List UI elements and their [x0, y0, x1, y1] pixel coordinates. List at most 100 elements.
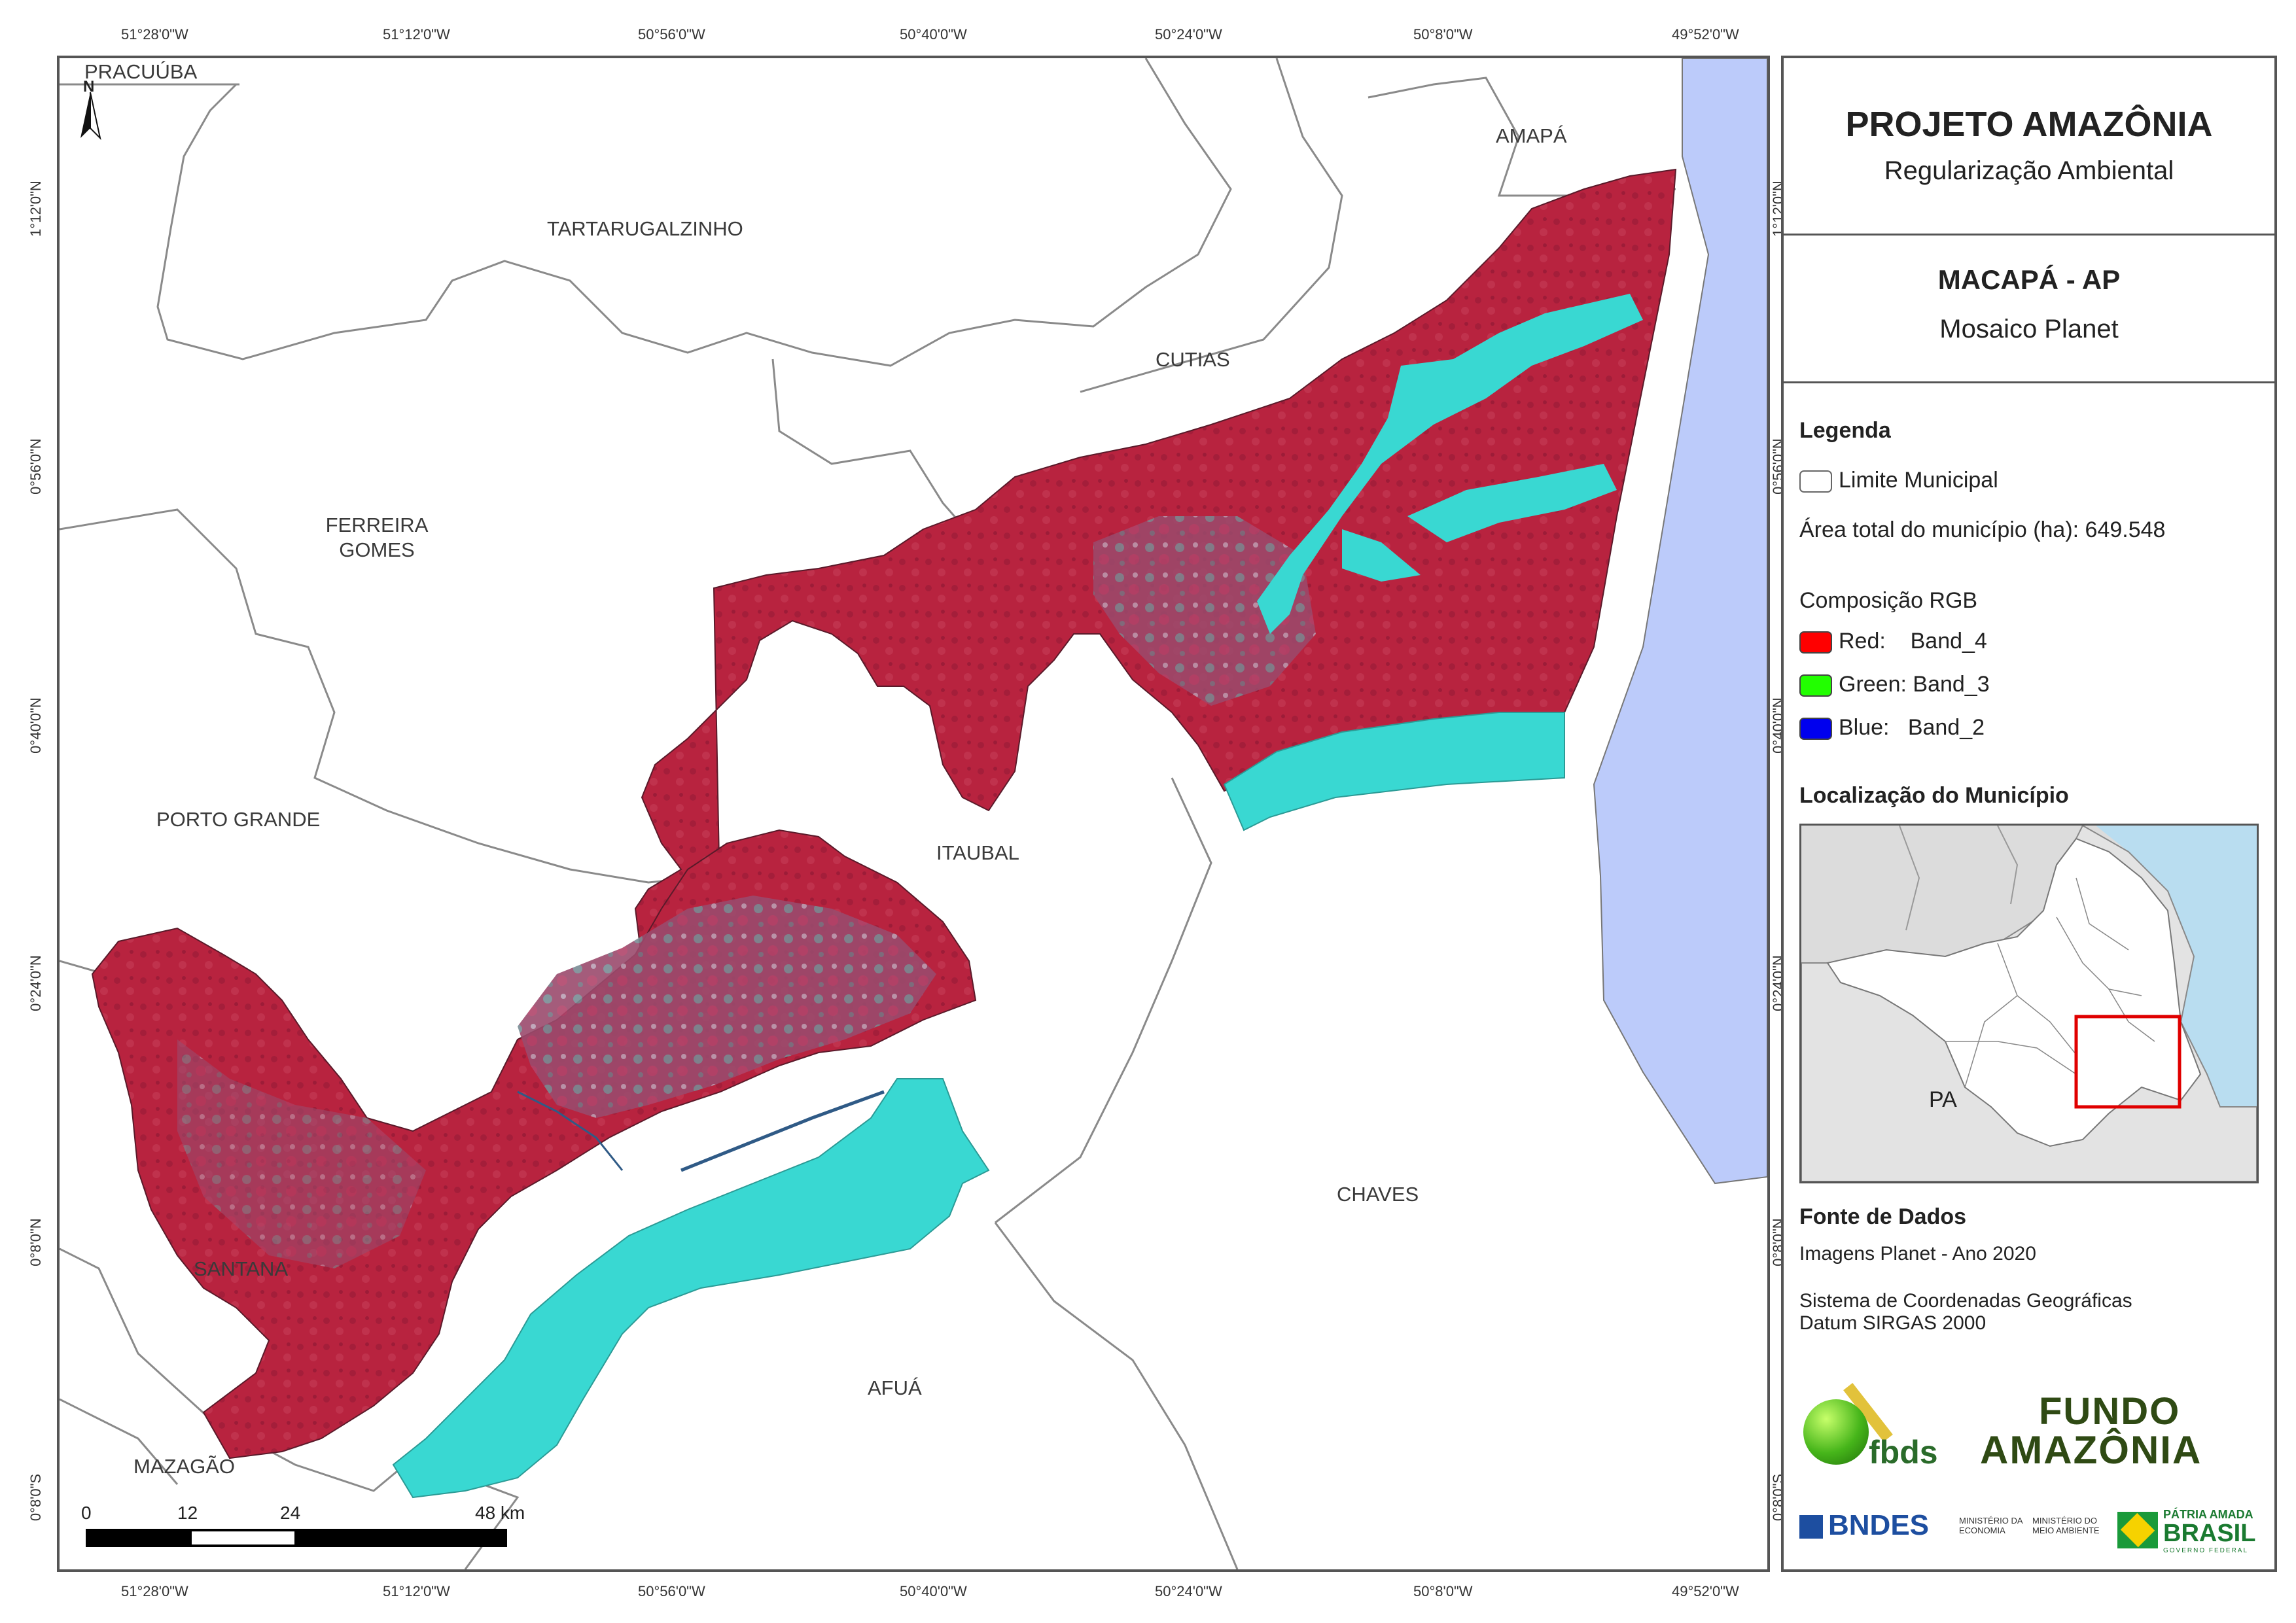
label-amapa: AMAPÁ [1496, 124, 1567, 147]
rgb-title: Composição RGB [1799, 588, 1978, 613]
blue-swatch [1799, 718, 1832, 740]
label-porto-grande: PORTO GRANDE [156, 808, 321, 831]
coord-bottom-7: 49°52'0"W [1672, 1583, 1739, 1599]
blue-label: Blue: Band_2 [1839, 715, 1985, 740]
coord-left-3: 0°40'0"N [27, 697, 44, 754]
coord-bottom-6: 50°8'0"W [1413, 1583, 1473, 1599]
project-subtitle: Regularização Ambiental [1884, 156, 2174, 185]
inset-map-canvas [1801, 826, 2257, 1181]
fbds-logo-text: fbds [1869, 1434, 1938, 1471]
north-arrow: N [74, 78, 107, 143]
fonte-line-2: Sistema de Coordenadas Geográficas [1799, 1290, 2132, 1312]
coord-bottom-3: 50°56'0"W [638, 1583, 705, 1599]
coastal-water-north [1223, 712, 1565, 831]
brasil-flag-icon [2117, 1512, 2158, 1548]
label-cutias: CUTIAS [1156, 348, 1230, 371]
brasil-logo: PÁTRIA AMADA BRASIL GOVERNO FEDERAL [2117, 1505, 2261, 1558]
north-arrow-icon [80, 92, 101, 141]
inset-amapa [1826, 837, 2202, 1147]
coord-top-4: 50°40'0"W [900, 26, 967, 43]
product-title: Mosaico Planet [1939, 315, 2119, 343]
water-channel-3 [1342, 529, 1421, 582]
river-south-2 [517, 1091, 624, 1171]
coord-bottom-4: 50°40'0"W [900, 1583, 967, 1599]
coastal-water-south [392, 1078, 990, 1499]
coord-left-4: 0°24'0"N [27, 955, 44, 1011]
label-mazagao: MAZAGÃO [133, 1455, 236, 1478]
map-canvas [60, 58, 1767, 1569]
label-santana: SANTANA [194, 1257, 289, 1280]
governo-text: GOVERNO FEDERAL [2163, 1547, 2249, 1554]
mixed-vegetation-south [518, 896, 936, 1118]
patria-text: PÁTRIA AMADA [2163, 1508, 2253, 1521]
boundary-chaves-afua [994, 1222, 1239, 1569]
boundary-middle [771, 358, 990, 556]
fbds-logo: fbds [1803, 1373, 1960, 1471]
mixed-vegetation-west [177, 1039, 426, 1268]
scale-bar: 0 12 24 48 km [79, 1497, 537, 1550]
coord-top-6: 50°8'0"W [1413, 26, 1473, 43]
project-title: PROJETO AMAZÔNIA [1845, 105, 2213, 144]
scale-tick-48: 48 km [475, 1503, 525, 1523]
boundary-mazagao [60, 1398, 179, 1485]
boundary-itaubal-chaves [995, 777, 1212, 1224]
coord-left-6: 0°8'0"S [27, 1473, 44, 1522]
fonte-line-3: Datum SIRGAS 2000 [1799, 1312, 1987, 1334]
scale-tick-0: 0 [81, 1503, 92, 1523]
coord-left-2: 0°56'0"N [27, 438, 44, 495]
label-pracuuba: PRACUÚBA [84, 60, 198, 83]
bndes-logo-icon [1799, 1515, 1823, 1539]
coord-top-3: 50°56'0"W [638, 26, 705, 43]
red-label: Red: Band_4 [1839, 629, 1987, 654]
fonte-line-1: Imagens Planet - Ano 2020 [1799, 1243, 2036, 1265]
limite-swatch [1799, 470, 1832, 493]
boundary-tartarugal-cutias [1080, 58, 1343, 393]
map-frame[interactable]: N PRACUÚBA AMAPÁ TARTARUGALZINHO CUTIAS … [57, 56, 1770, 1572]
fonte-title: Fonte de Dados [1799, 1204, 1967, 1229]
coord-top-1: 51°28'0"W [121, 26, 188, 43]
coord-bottom-2: 51°12'0"W [383, 1583, 450, 1599]
limite-label: Limite Municipal [1839, 468, 1998, 493]
bndes-logo: BNDES [1799, 1509, 1929, 1542]
water-channel-2 [1407, 464, 1617, 542]
area-label: Área total do município (ha): 649.548 [1799, 517, 2166, 542]
fbds-logo-globe-icon [1803, 1399, 1869, 1465]
bndes-logo-text: BNDES [1828, 1509, 1930, 1541]
label-ferreira-line1: FERREIRA [325, 514, 429, 536]
fundo-logo-line2: AMAZÔNIA [1980, 1428, 2202, 1472]
coord-top-7: 49°52'0"W [1672, 26, 1739, 43]
label-ferreira: FERREIRA GOMES [325, 513, 429, 563]
label-ferreira-line2: GOMES [339, 538, 415, 561]
coord-left-1: 1°12'0"N [27, 181, 44, 237]
inset-location-box [2074, 1015, 2181, 1109]
mixed-vegetation-north [1093, 516, 1316, 706]
river-south [680, 1090, 885, 1172]
label-tartarugalzinho: TARTARUGALZINHO [547, 217, 743, 240]
label-afua: AFUÁ [868, 1376, 922, 1399]
red-swatch [1799, 631, 1832, 654]
brasil-text: BRASIL [2163, 1520, 2256, 1547]
place-title: MACAPÁ - AP [1937, 264, 2121, 295]
scale-tick-12: 12 [177, 1503, 198, 1523]
side-panel: PROJETO AMAZÔNIA Regularização Ambiental… [1781, 56, 2277, 1572]
scale-tick-24: 24 [280, 1503, 301, 1523]
boundary-north [156, 58, 1232, 367]
fundo-logo-line1: FUNDO [2039, 1390, 2181, 1433]
green-swatch [1799, 674, 1832, 697]
divider-2 [1784, 381, 2274, 383]
ministerio-economia: MINISTÉRIO DA ECONOMIA [1959, 1516, 2022, 1535]
inset-pa-label: PA [1929, 1087, 1957, 1112]
coord-top-5: 50°24'0"W [1155, 26, 1222, 43]
coord-bottom-1: 51°28'0"W [121, 1583, 188, 1599]
inset-map: PA [1799, 824, 2259, 1183]
water-channel-1 [1257, 294, 1643, 634]
ministerio-meio-ambiente: MINISTÉRIO DO MEIO AMBIENTE [2032, 1516, 2100, 1535]
legend-title: Legenda [1799, 418, 1891, 443]
scale-bar-graphic [86, 1529, 507, 1547]
label-itaubal: ITAUBAL [936, 841, 1019, 864]
label-chaves: CHAVES [1337, 1183, 1419, 1206]
coord-top-2: 51°12'0"W [383, 26, 450, 43]
coord-left-5: 0°8'0"N [27, 1218, 44, 1266]
divider-1 [1784, 234, 2274, 236]
north-label: N [83, 78, 95, 96]
